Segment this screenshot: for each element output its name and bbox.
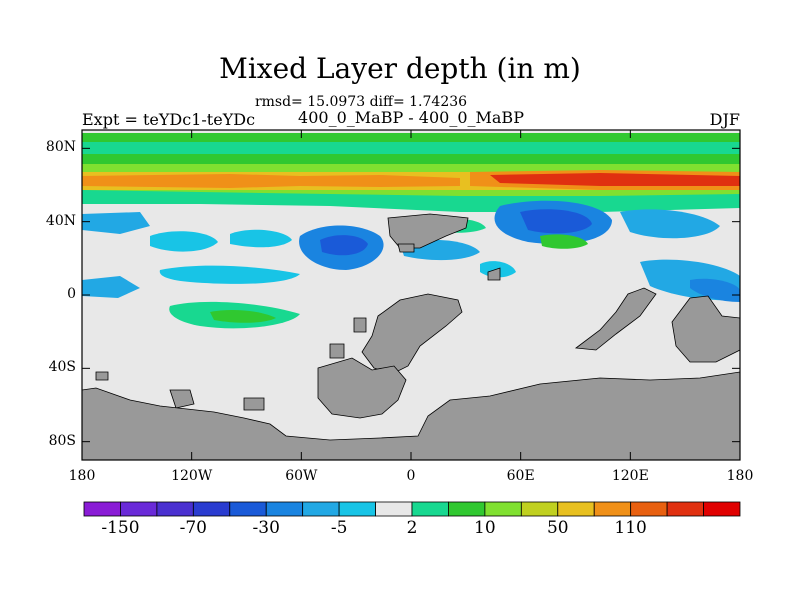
lat-tick-label: 40S <box>48 359 76 376</box>
experiment-label: Expt = teYDc1-teYDc <box>82 110 256 129</box>
colorbar <box>83 501 741 517</box>
longitude-axis <box>81 130 741 460</box>
colorbar-label: -70 <box>179 518 208 538</box>
season-label: DJF <box>709 110 740 129</box>
land-south <box>317 357 407 419</box>
lon-tick-label: 0 <box>406 468 416 484</box>
land-east <box>671 295 740 363</box>
land-antarctica <box>82 371 740 460</box>
colorbar-label: 50 <box>546 518 569 538</box>
colorbar-swatch <box>703 501 741 517</box>
lon-tick-label: 120W <box>171 468 213 484</box>
lon-tick-label: 60W <box>285 468 318 484</box>
colorbar-label: 10 <box>474 518 496 538</box>
colorbar-swatch <box>666 501 704 517</box>
colorbar-swatch <box>411 501 449 517</box>
colorbar-label: -5 <box>330 518 348 538</box>
colorbar-swatch <box>120 501 158 517</box>
colorbar-swatch <box>557 501 595 517</box>
land-australia-north <box>574 287 657 351</box>
lat-tick-label: 40N <box>45 212 76 229</box>
lon-tick-label: 180 <box>68 468 96 484</box>
land-eurasia <box>387 213 469 249</box>
colorbar-swatch <box>448 501 486 517</box>
colorbar-swatch <box>338 501 376 517</box>
colorbar-label: 110 <box>614 518 647 538</box>
colorbar-swatch <box>375 501 413 517</box>
lat-tick-label: 0 <box>67 286 76 302</box>
colorbar-swatch <box>484 501 522 517</box>
colorbar-swatch <box>192 501 231 517</box>
lat-tick-label: 80N <box>45 139 76 156</box>
colorbar-swatch <box>520 501 559 517</box>
colorbar-swatch <box>229 501 267 517</box>
colorbar-swatch <box>156 501 194 517</box>
colorbar-label: -30 <box>252 518 280 538</box>
chart-title: Mixed Layer depth (in m) <box>219 52 581 85</box>
colorbar-swatch <box>265 501 304 517</box>
lon-tick-label: 120E <box>611 468 649 484</box>
period-label: 400_0_MaBP - 400_0_MaBP <box>298 108 524 127</box>
colorbar-swatch <box>593 501 632 517</box>
lat-tick-label: 80S <box>48 432 76 449</box>
stats-text: rmsd= 15.0973 diff= 1.74236 <box>254 94 468 110</box>
map-field <box>82 130 740 460</box>
colorbar-label: 2 <box>406 518 418 538</box>
lon-tick-label: 180 <box>726 468 754 484</box>
colorbar-swatch <box>83 501 121 517</box>
colorbar-swatch <box>630 501 668 517</box>
colorbar-swatch <box>302 501 340 517</box>
latitude-axis <box>82 147 740 443</box>
lon-tick-label: 60E <box>506 468 535 484</box>
land-africa <box>361 293 463 375</box>
colorbar-label: -150 <box>101 518 140 538</box>
